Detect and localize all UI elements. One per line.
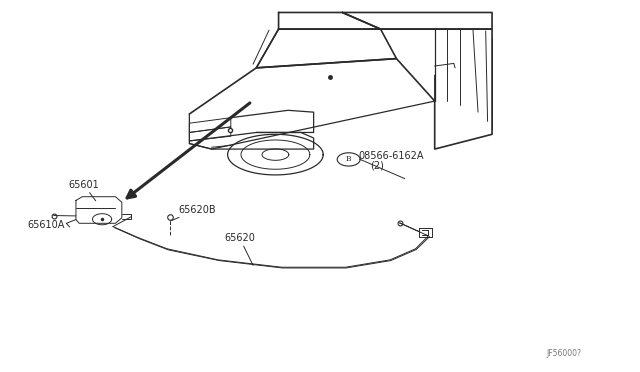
Text: B: B bbox=[346, 155, 351, 163]
Text: 65610A: 65610A bbox=[27, 220, 64, 230]
Text: 65601: 65601 bbox=[68, 180, 99, 201]
Text: JF56000?: JF56000? bbox=[546, 349, 581, 358]
Text: 65620B: 65620B bbox=[170, 205, 216, 221]
Text: 08566-6162A: 08566-6162A bbox=[358, 151, 424, 161]
Text: (2): (2) bbox=[370, 160, 383, 170]
Text: 65620: 65620 bbox=[225, 233, 255, 265]
